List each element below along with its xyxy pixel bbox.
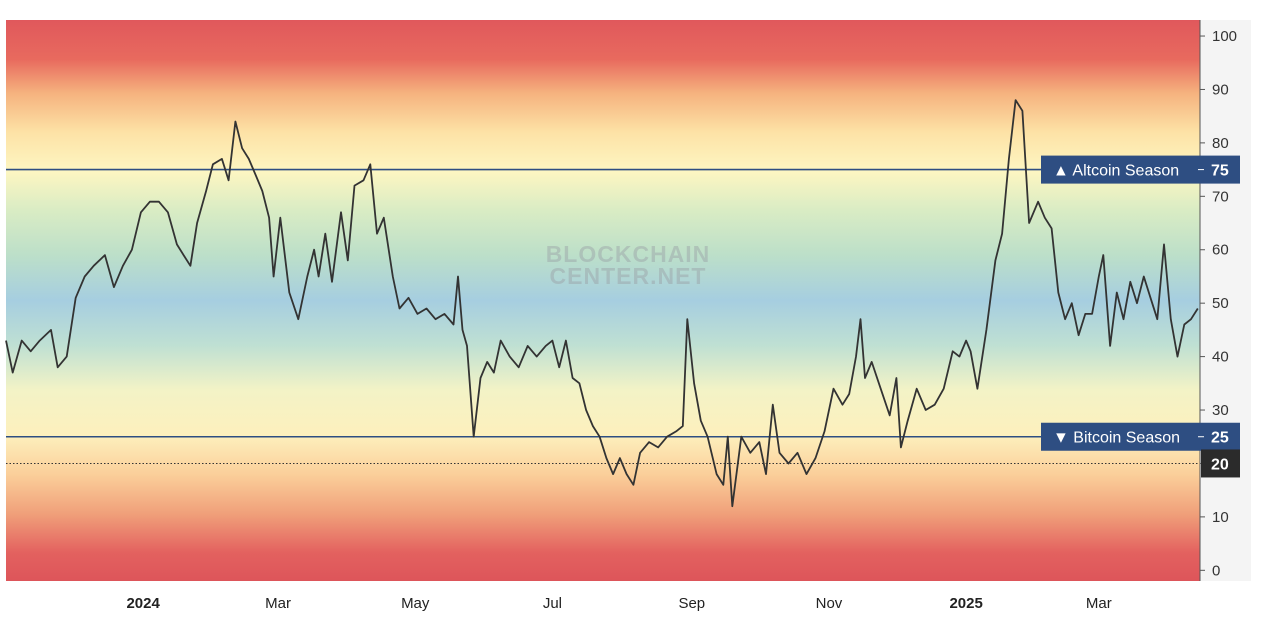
current-value-tag-label: 20 (1211, 456, 1229, 473)
y-tick-label: 50 (1212, 295, 1229, 312)
y-tick-label: 0 (1212, 562, 1220, 579)
reference-tag-value: 25 (1211, 430, 1229, 447)
watermark-line1: BLOCKCHAIN (546, 241, 711, 267)
value-tags: ▲ Altcoin Season 75 ▼ Bitcoin Season 25 20 (1041, 155, 1240, 478)
reference-lines (6, 168, 1200, 464)
series-layer (5, 99, 1199, 508)
y-tick-label: 90 (1212, 81, 1229, 98)
x-tick-label: Nov (816, 595, 843, 612)
y-tick-label: 100 (1212, 28, 1237, 45)
x-tick-label: 2024 (126, 595, 160, 612)
reference-tag: ▼ Bitcoin Season 25 (1041, 422, 1240, 451)
reference-tag: ▲ Altcoin Season 75 (1041, 155, 1240, 184)
reference-tag-bg (1041, 155, 1240, 184)
reference-tag-label: ▼ Bitcoin Season (1053, 430, 1180, 447)
x-axis: 2024 Mar May Jul Sep Nov 2025 Mar (126, 595, 1111, 612)
reference-tag-label: ▲ Altcoin Season (1053, 163, 1179, 180)
watermark: BLOCKCHAIN CENTER.NET (546, 241, 711, 289)
series-line (5, 99, 1199, 508)
x-tick-label: Mar (265, 595, 291, 612)
y-axis: 0 10 20 30 40 50 60 70 80 90 100 (1200, 28, 1237, 579)
x-tick-label: Sep (678, 595, 705, 612)
x-tick-label: 2025 (949, 595, 982, 612)
x-tick-label: Jul (543, 595, 562, 612)
y-tick-label: 10 (1212, 509, 1229, 526)
reference-tag-bg (1041, 422, 1240, 451)
y-tick-label: 40 (1212, 349, 1229, 366)
axis-background (1200, 20, 1251, 581)
reference-tag-value: 75 (1211, 163, 1229, 180)
y-tick-label: 60 (1212, 242, 1229, 259)
current-value-tag-bg (1201, 449, 1240, 478)
x-tick-label: Mar (1086, 595, 1112, 612)
y-tick-label: 80 (1212, 135, 1229, 152)
plot-background (6, 20, 1200, 581)
x-tick-label: May (401, 595, 430, 612)
y-tick-label: 30 (1212, 402, 1229, 419)
watermark-line2: CENTER.NET (550, 263, 707, 289)
current-value-tag: 20 (1201, 449, 1240, 478)
y-tick-label: 70 (1212, 188, 1229, 205)
